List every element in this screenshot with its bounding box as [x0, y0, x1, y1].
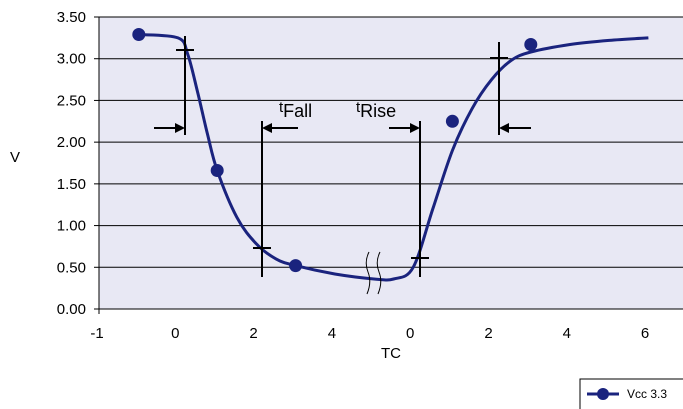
y-tick-label: 1.00 [57, 218, 86, 235]
y-tick-label: 2.50 [57, 92, 86, 109]
x-tick-label: 4 [563, 325, 571, 342]
t-fall-label: tFall [279, 99, 312, 121]
x-tick-label: 2 [484, 325, 492, 342]
legend: Vcc 3.3 [579, 378, 683, 409]
y-axis-label: V [10, 149, 20, 166]
x-tick-label: 2 [249, 325, 257, 342]
y-tick-label: 3.00 [57, 51, 86, 68]
data-point [289, 259, 303, 273]
timing-markers [154, 36, 531, 277]
data-point [524, 38, 538, 52]
x-tick-label: 0 [171, 325, 179, 342]
x-tick-labels: -1 0 2 4 0 2 4 6 [90, 325, 649, 342]
y-tick-label: 3.50 [57, 9, 86, 26]
plot-area [99, 17, 683, 309]
legend-marker [597, 388, 609, 400]
legend-label: Vcc 3.3 [627, 387, 667, 401]
y-tick-label: 1.50 [57, 176, 86, 193]
x-tick-label: 0 [406, 325, 414, 342]
grid-lines [99, 16, 683, 268]
series-markers [132, 28, 538, 273]
x-axis-label: TC [381, 345, 401, 362]
timing-arrowheads [175, 123, 509, 133]
axis-break-mark [365, 251, 382, 295]
x-tick-label: 6 [641, 325, 649, 342]
data-point [132, 28, 146, 42]
y-tick-label: 2.00 [57, 134, 86, 151]
y-tick-label: 0.50 [57, 259, 86, 276]
x-tick-label: 4 [328, 325, 336, 342]
x-tick-label: -1 [90, 325, 103, 342]
data-point [210, 164, 224, 178]
y-tick-label: 0.00 [57, 301, 86, 318]
t-rise-label: tRise [356, 99, 396, 121]
data-point [445, 114, 459, 128]
y-tick-labels: 0.00 0.50 1.00 1.50 2.00 2.50 3.00 3.50 [57, 9, 99, 318]
series-line-vcc [138, 33, 649, 282]
